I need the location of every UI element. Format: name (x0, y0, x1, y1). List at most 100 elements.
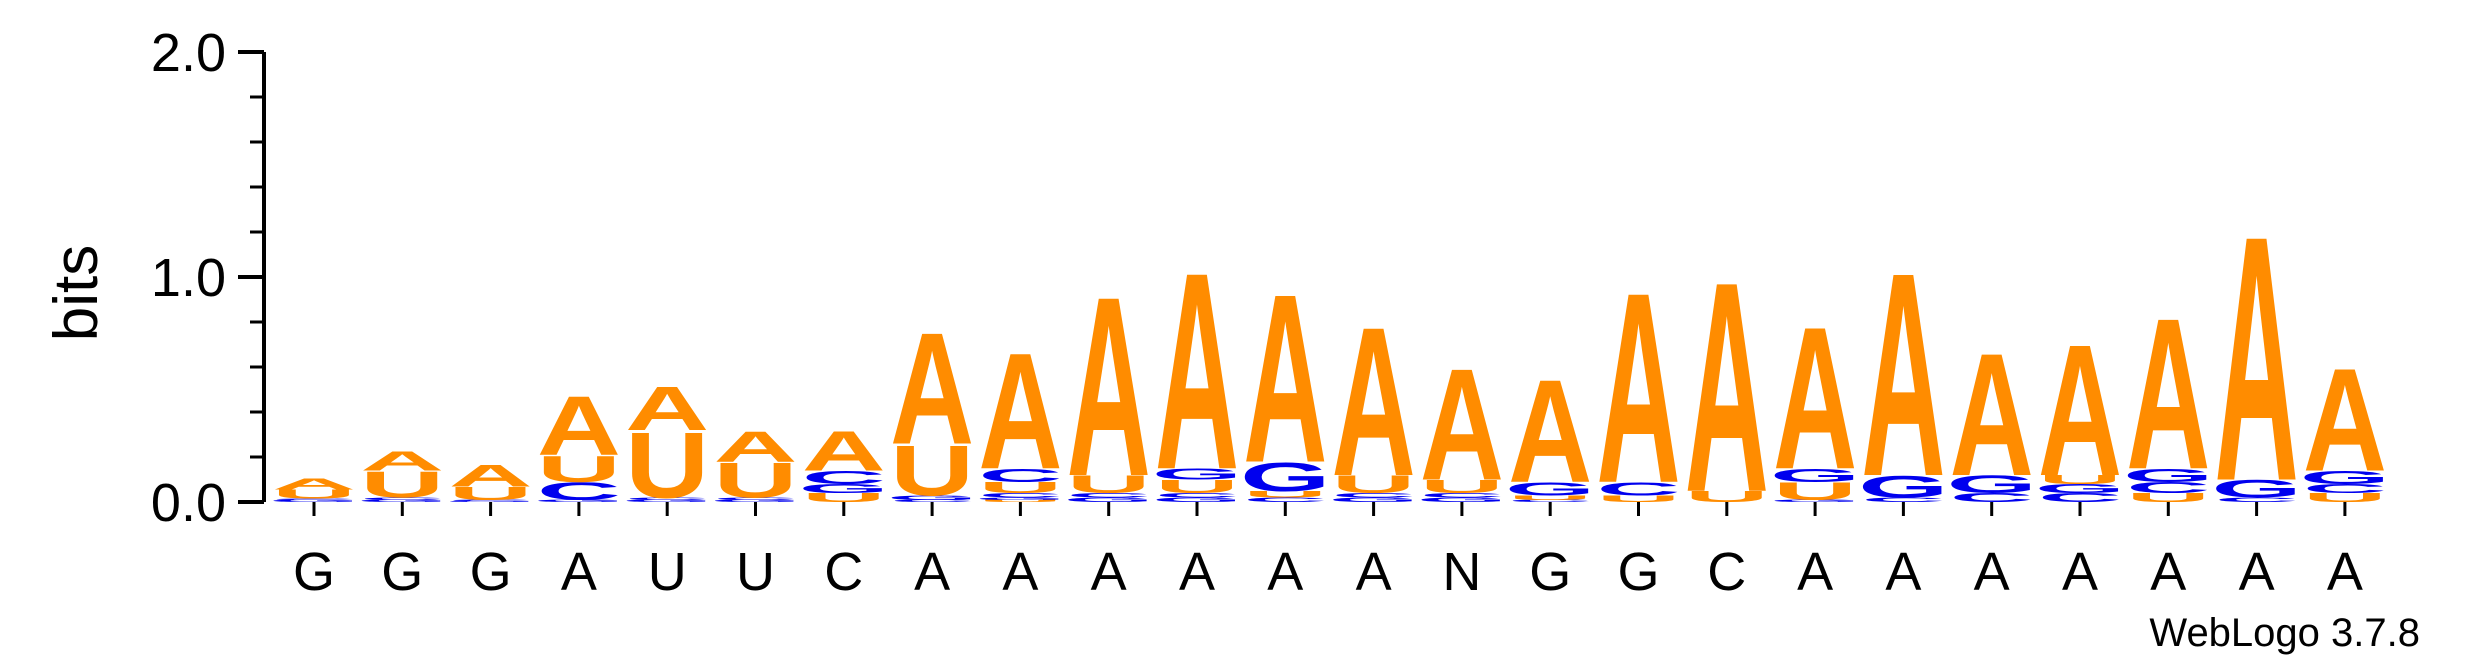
logo-letter-C: C (1155, 492, 1239, 499)
logo-letter-U: U (1420, 476, 1504, 497)
logo-letter-U: U (2303, 491, 2387, 505)
logo-letter-C: C (1508, 499, 1592, 502)
x-tick-label: A (2150, 542, 2186, 602)
y-tick-label: 2.0 (151, 23, 226, 83)
logo-letter-A: A (713, 422, 797, 471)
logo-letter-C: C (802, 467, 886, 488)
logo-letter-G: G (1240, 454, 1331, 499)
logo-letter-A: A (537, 378, 621, 473)
logo-letter-A: A (1155, 213, 1239, 528)
x-tick-label: U (736, 542, 775, 602)
logo-letter-A: A (2215, 164, 2299, 555)
logo-letter-A: A (1861, 212, 1945, 536)
logo-letter-G: G (1152, 465, 1243, 482)
y-ticks: 0.0 1.0 2.0 (151, 23, 264, 533)
x-tick-label: A (1356, 542, 1392, 602)
logo-letter-G: G (445, 501, 536, 503)
logo-letter-U: U (272, 487, 356, 501)
logo-letter-G: G (622, 499, 713, 502)
logo-letter-A: A (625, 373, 709, 443)
logo-letter-C: C (449, 499, 533, 501)
logo-letter-A: A (978, 319, 1062, 504)
logo-letter-U: U (1332, 470, 1416, 498)
x-tick-label: G (381, 542, 423, 602)
logo-letter-G: G (1063, 496, 1154, 503)
x-tick-label: A (1885, 542, 1921, 602)
logo-letter-U: U (1155, 476, 1239, 497)
logo-letter-C: C (1243, 496, 1327, 503)
x-tick-label: N (1442, 542, 1481, 602)
x-tick-label: A (1267, 542, 1303, 602)
logo-letter-U: U (978, 479, 1062, 496)
logo-letter-G: G (710, 499, 801, 502)
logo-letter-G: G (1152, 496, 1243, 503)
x-tick-label: A (914, 542, 950, 602)
logo-letter-G: G (1770, 465, 1861, 486)
logo-letter-C: C (360, 497, 444, 500)
logo-letter-G: G (534, 499, 625, 502)
logo-letter-U: U (978, 499, 1062, 502)
logo-letter-G: G (357, 499, 448, 502)
logo-letter-C: C (1420, 492, 1504, 499)
logo-letter-A: A (1950, 317, 2034, 512)
logo-letter-C: C (272, 498, 356, 500)
logo-letter-A: A (1420, 336, 1504, 514)
x-tick-label: A (1974, 542, 2010, 602)
logo-letter-G: G (2035, 482, 2126, 496)
logo-letter-G: G (1858, 470, 1949, 505)
logo-letter-A: A (1596, 237, 1680, 540)
logo-letter-C: C (1067, 492, 1151, 499)
logo-letter-A: A (1773, 285, 1857, 512)
y-axis-title: bits (42, 245, 111, 341)
logo-letter-U: U (360, 464, 444, 506)
logo-letter-A: A (1685, 220, 1769, 555)
x-tick-label: A (1179, 542, 1215, 602)
logo-letter-A: A (2126, 273, 2210, 514)
logo-letter-U: U (1067, 470, 1151, 498)
logo-letter-C: C (2303, 482, 2387, 496)
logo-letter-C: C (978, 465, 1062, 486)
x-tick-label: A (2239, 542, 2275, 602)
logo-letter-U: U (890, 430, 974, 511)
logo-letter-C: C (890, 499, 974, 502)
x-tick-label: G (293, 542, 335, 602)
logo-letter-G: G (2211, 475, 2302, 503)
logo-letter-C: C (537, 477, 621, 505)
logo-letter-G: G (269, 499, 360, 502)
logo-letter-C: C (1861, 496, 1945, 503)
x-tick-label: A (1002, 542, 1038, 602)
logo-letter-G: G (1770, 499, 1861, 502)
x-tick-label: G (470, 542, 512, 602)
logo-letter-A: A (1243, 245, 1327, 514)
x-tick-label: G (1529, 542, 1571, 602)
logo-letter-C: C (2126, 479, 2210, 496)
logo-letter-A: A (890, 300, 974, 478)
logo-letter-G: G (1417, 496, 1508, 503)
logo-letter-C: C (2038, 491, 2122, 505)
x-tick-label: G (1617, 542, 1659, 602)
logo-letter-A: A (449, 458, 533, 493)
logo-letter-G: G (887, 494, 978, 501)
x-tick-label: A (561, 542, 597, 602)
logo-letter-A: A (2303, 339, 2387, 503)
logo-letter-A: A (1332, 284, 1416, 521)
logo-letter-C: C (1950, 491, 2034, 505)
logo-letter-G: G (799, 482, 890, 496)
y-tick-label: 0.0 (151, 473, 226, 533)
logo-letter-U: U (2126, 491, 2210, 505)
logo-letter-C: C (625, 497, 709, 500)
logo-letter-U: U (2038, 473, 2122, 487)
logo-letter-C: C (1596, 478, 1680, 499)
x-tick-label: C (1707, 542, 1746, 602)
x-tick-label: U (648, 542, 687, 602)
logo-letter-U: U (1243, 489, 1327, 499)
logo-letter-C: C (1332, 492, 1416, 499)
x-tick-label: A (1797, 542, 1833, 602)
logo-letter-G: G (1946, 470, 2037, 498)
logo-letter-U: U (802, 491, 886, 505)
logo-letter-A: A (272, 476, 356, 493)
logo-letter-C: C (713, 497, 797, 500)
